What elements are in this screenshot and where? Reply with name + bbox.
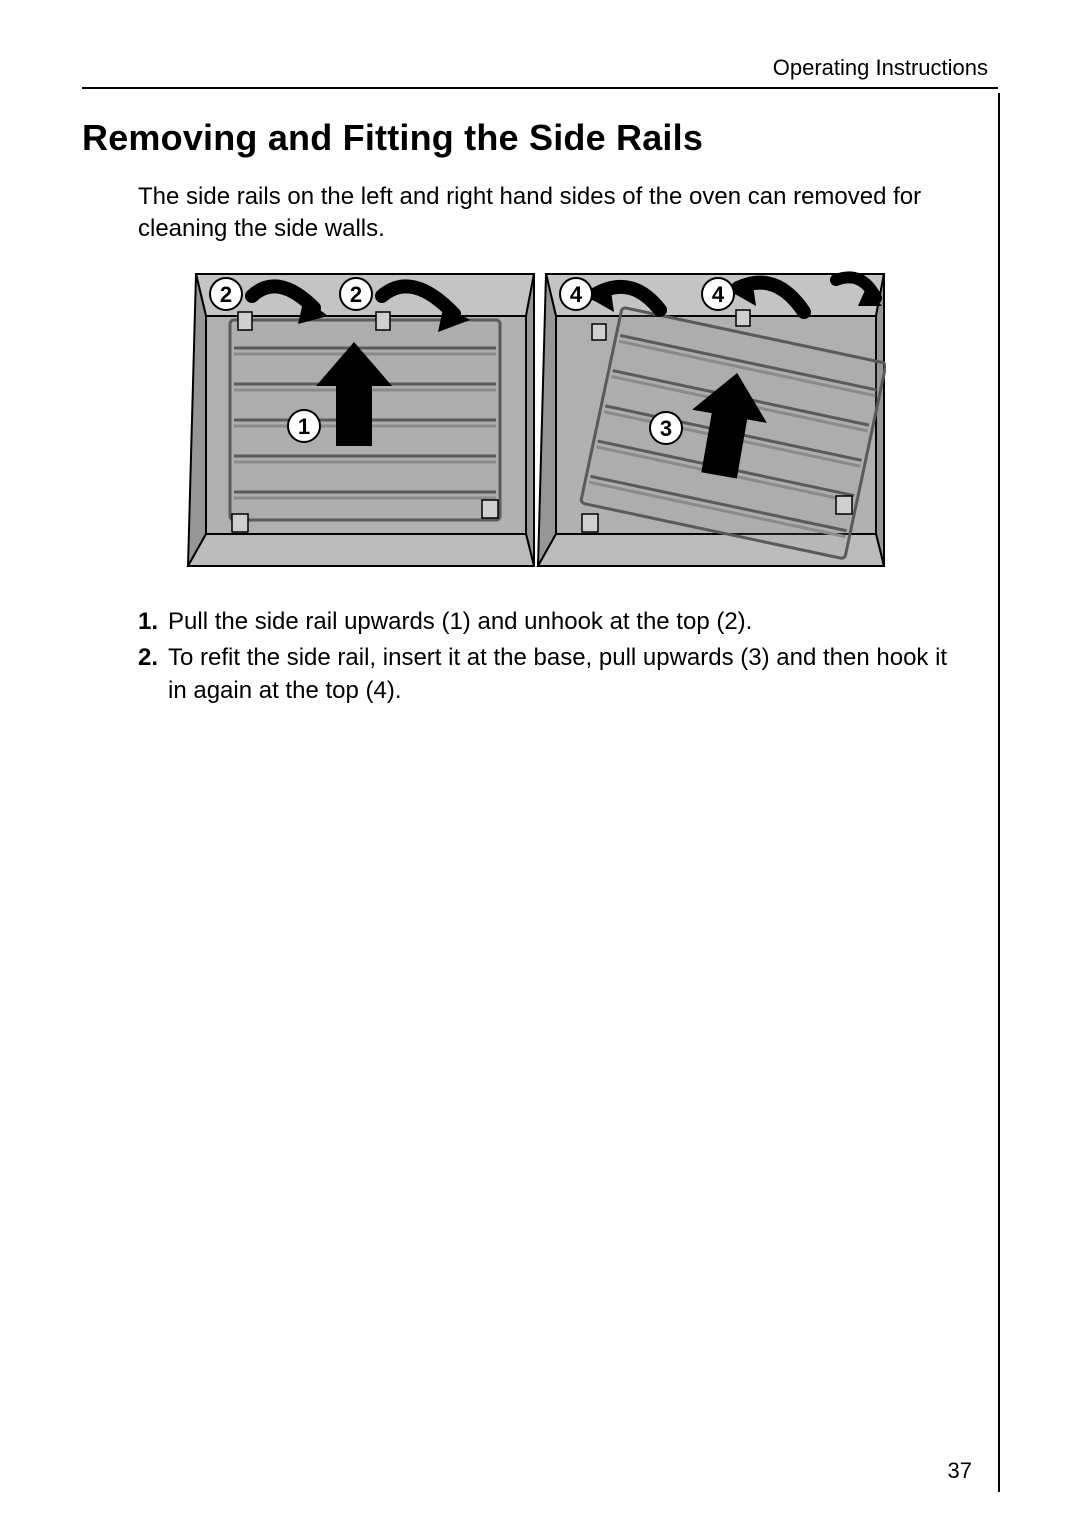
step-text: To refit the side rail, insert it at the… bbox=[168, 642, 970, 707]
section-title: Removing and Fitting the Side Rails bbox=[82, 117, 970, 159]
step-text: Pull the side rail upwards (1) and unhoo… bbox=[168, 606, 970, 638]
step-number: 1. bbox=[138, 606, 168, 638]
intro-paragraph: The side rails on the left and right han… bbox=[138, 181, 970, 246]
step-item: 2. To refit the side rail, insert it at … bbox=[138, 642, 970, 707]
page-container: Operating Instructions Removing and Fitt… bbox=[82, 55, 998, 1474]
running-header: Operating Instructions bbox=[773, 55, 998, 80]
header-rule: Operating Instructions bbox=[82, 55, 998, 89]
diagram-remove: 2 2 1 bbox=[186, 266, 536, 576]
steps-list: 1. Pull the side rail upwards (1) and un… bbox=[138, 606, 970, 707]
content-block: Removing and Fitting the Side Rails The … bbox=[82, 117, 998, 707]
callout-2a: 2 bbox=[220, 282, 232, 307]
step-item: 1. Pull the side rail upwards (1) and un… bbox=[138, 606, 970, 638]
diagram-row: 2 2 1 bbox=[186, 266, 970, 576]
callout-4b: 4 bbox=[712, 282, 725, 307]
step-number: 2. bbox=[138, 642, 168, 707]
callout-1: 1 bbox=[298, 414, 310, 439]
diagram-refit: 4 4 3 bbox=[536, 266, 886, 576]
right-vertical-rule bbox=[998, 93, 1000, 1492]
callout-4a: 4 bbox=[570, 282, 583, 307]
callout-3: 3 bbox=[660, 416, 672, 441]
callout-2b: 2 bbox=[350, 282, 362, 307]
page-number: 37 bbox=[948, 1458, 972, 1484]
